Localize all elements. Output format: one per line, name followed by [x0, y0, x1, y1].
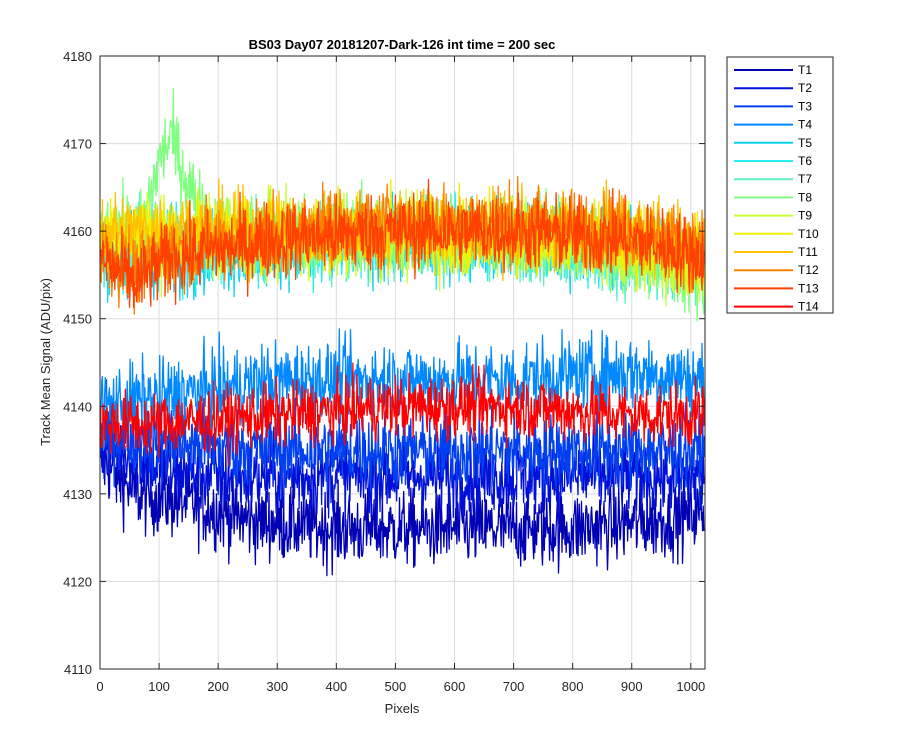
legend-label-t11: T11 [798, 245, 818, 259]
x-tick-label: 700 [503, 679, 525, 694]
x-axis-label: Pixels [385, 701, 420, 716]
x-tick-label: 600 [444, 679, 466, 694]
y-tick-label: 4160 [63, 224, 92, 239]
x-tick-label: 1000 [676, 679, 705, 694]
y-tick-label: 4110 [64, 662, 92, 677]
legend-label-t8: T8 [798, 190, 812, 204]
legend-label-t7: T7 [798, 172, 812, 186]
legend-label-t6: T6 [798, 154, 812, 168]
x-tick-label: 200 [207, 679, 229, 694]
legend-label-t12: T12 [798, 263, 819, 277]
chart-title: BS03 Day07 20181207-Dark-126 int time = … [249, 37, 556, 52]
legend-label-t13: T13 [798, 281, 819, 295]
y-tick-label: 4140 [63, 399, 92, 414]
legend-label-t1: T1 [798, 63, 812, 77]
legend-label-t5: T5 [798, 136, 812, 150]
legend-label-t4: T4 [798, 118, 812, 132]
legend-label-t3: T3 [798, 99, 812, 113]
x-tick-label: 300 [266, 679, 288, 694]
x-tick-label: 0 [96, 679, 103, 694]
x-tick-label: 400 [325, 679, 347, 694]
y-tick-label: 4170 [63, 137, 92, 152]
y-tick-label: 4150 [63, 312, 92, 327]
x-tick-label: 500 [385, 679, 407, 694]
y-tick-label: 4120 [63, 574, 92, 589]
y-axis-label: Track Mean Signal (ADU/pix) [38, 278, 53, 446]
x-tick-label: 900 [621, 679, 643, 694]
x-tick-label: 800 [562, 679, 584, 694]
y-tick-label: 4180 [63, 49, 92, 64]
y-tick-label: 4130 [63, 487, 92, 502]
legend-label-t9: T9 [798, 209, 812, 223]
legend-label-t14: T14 [798, 300, 819, 314]
legend: T1 T2 T3 T4 T5 T6 T7 T8 T9 T10 T11 T12 T13 T14 [727, 57, 833, 314]
x-tick-label: 100 [148, 679, 170, 694]
legend-label-t2: T2 [798, 81, 812, 95]
legend-label-t10: T10 [798, 227, 819, 241]
